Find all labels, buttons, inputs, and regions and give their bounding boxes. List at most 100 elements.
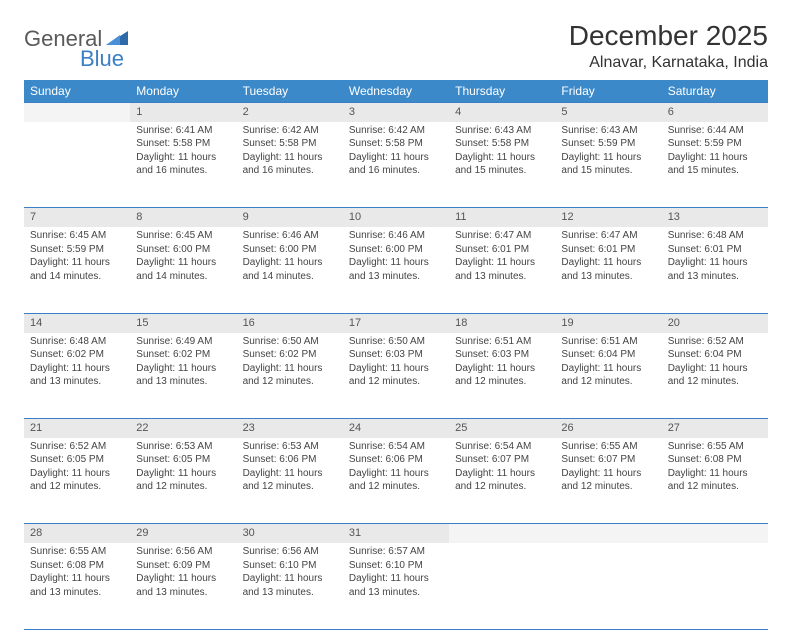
- sunrise-text: Sunrise: 6:43 AM: [561, 124, 655, 138]
- logo-blue-wrap: Blue: [24, 46, 124, 72]
- daynum-cell: 10: [343, 208, 449, 227]
- sunrise-text: Sunrise: 6:55 AM: [30, 545, 124, 559]
- daynum-cell: 18: [449, 313, 555, 332]
- sunset-text: Sunset: 6:02 PM: [136, 348, 230, 362]
- content-row: Sunrise: 6:45 AMSunset: 5:59 PMDaylight:…: [24, 227, 768, 313]
- daynum-cell: 24: [343, 419, 449, 438]
- daynum-row: 123456: [24, 103, 768, 122]
- sunset-text: Sunset: 6:10 PM: [243, 559, 337, 573]
- daylight-text: Daylight: 11 hours and 12 minutes.: [136, 467, 230, 494]
- sunrise-text: Sunrise: 6:48 AM: [668, 229, 762, 243]
- daylight-text: Daylight: 11 hours and 15 minutes.: [455, 151, 549, 178]
- daylight-text: Daylight: 11 hours and 13 minutes.: [668, 256, 762, 283]
- daynum-cell: 1: [130, 103, 236, 122]
- daynum-row: 14151617181920: [24, 313, 768, 332]
- sunset-text: Sunset: 6:04 PM: [668, 348, 762, 362]
- title-block: December 2025 Alnavar, Karnataka, India: [569, 20, 768, 72]
- daylight-text: Daylight: 11 hours and 14 minutes.: [30, 256, 124, 283]
- daylight-text: Daylight: 11 hours and 14 minutes.: [136, 256, 230, 283]
- daynum-cell: 21: [24, 419, 130, 438]
- sunset-text: Sunset: 6:01 PM: [455, 243, 549, 257]
- day-cell: [449, 543, 555, 629]
- sunset-text: Sunset: 5:59 PM: [668, 137, 762, 151]
- day-cell: Sunrise: 6:51 AMSunset: 6:04 PMDaylight:…: [555, 333, 661, 419]
- sunrise-text: Sunrise: 6:50 AM: [349, 335, 443, 349]
- day-cell: Sunrise: 6:45 AMSunset: 6:00 PMDaylight:…: [130, 227, 236, 313]
- day-cell: [555, 543, 661, 629]
- daynum-cell: 29: [130, 524, 236, 543]
- day-cell: Sunrise: 6:52 AMSunset: 6:04 PMDaylight:…: [662, 333, 768, 419]
- daynum-row: 28293031: [24, 524, 768, 543]
- sunset-text: Sunset: 6:06 PM: [349, 453, 443, 467]
- content-row: Sunrise: 6:41 AMSunset: 5:58 PMDaylight:…: [24, 122, 768, 208]
- sunset-text: Sunset: 6:08 PM: [668, 453, 762, 467]
- sunrise-text: Sunrise: 6:55 AM: [668, 440, 762, 454]
- daynum-cell: [24, 103, 130, 122]
- day-cell: Sunrise: 6:47 AMSunset: 6:01 PMDaylight:…: [449, 227, 555, 313]
- day-cell: Sunrise: 6:48 AMSunset: 6:01 PMDaylight:…: [662, 227, 768, 313]
- sunrise-text: Sunrise: 6:55 AM: [561, 440, 655, 454]
- daynum-cell: 20: [662, 313, 768, 332]
- daynum-cell: 5: [555, 103, 661, 122]
- daylight-text: Daylight: 11 hours and 13 minutes.: [136, 572, 230, 599]
- daynum-cell: 17: [343, 313, 449, 332]
- day-cell: Sunrise: 6:57 AMSunset: 6:10 PMDaylight:…: [343, 543, 449, 629]
- daynum-cell: [662, 524, 768, 543]
- weekday-header-row: Sunday Monday Tuesday Wednesday Thursday…: [24, 80, 768, 103]
- daynum-cell: 23: [237, 419, 343, 438]
- day-cell: Sunrise: 6:55 AMSunset: 6:08 PMDaylight:…: [24, 543, 130, 629]
- month-title: December 2025: [569, 20, 768, 52]
- sunset-text: Sunset: 6:01 PM: [561, 243, 655, 257]
- sunset-text: Sunset: 6:02 PM: [30, 348, 124, 362]
- day-cell: Sunrise: 6:53 AMSunset: 6:06 PMDaylight:…: [237, 438, 343, 524]
- weekday-header: Wednesday: [343, 80, 449, 103]
- sunrise-text: Sunrise: 6:56 AM: [136, 545, 230, 559]
- daynum-cell: 4: [449, 103, 555, 122]
- sunrise-text: Sunrise: 6:53 AM: [136, 440, 230, 454]
- day-cell: Sunrise: 6:53 AMSunset: 6:05 PMDaylight:…: [130, 438, 236, 524]
- day-cell: Sunrise: 6:54 AMSunset: 6:06 PMDaylight:…: [343, 438, 449, 524]
- daynum-cell: 3: [343, 103, 449, 122]
- day-cell: Sunrise: 6:51 AMSunset: 6:03 PMDaylight:…: [449, 333, 555, 419]
- sunrise-text: Sunrise: 6:42 AM: [349, 124, 443, 138]
- daylight-text: Daylight: 11 hours and 13 minutes.: [349, 256, 443, 283]
- sunrise-text: Sunrise: 6:54 AM: [455, 440, 549, 454]
- daylight-text: Daylight: 11 hours and 15 minutes.: [561, 151, 655, 178]
- daynum-cell: 31: [343, 524, 449, 543]
- day-cell: Sunrise: 6:42 AMSunset: 5:58 PMDaylight:…: [237, 122, 343, 208]
- day-cell: Sunrise: 6:41 AMSunset: 5:58 PMDaylight:…: [130, 122, 236, 208]
- sunset-text: Sunset: 5:59 PM: [30, 243, 124, 257]
- sunset-text: Sunset: 5:58 PM: [349, 137, 443, 151]
- day-cell: Sunrise: 6:46 AMSunset: 6:00 PMDaylight:…: [343, 227, 449, 313]
- sunrise-text: Sunrise: 6:43 AM: [455, 124, 549, 138]
- sunrise-text: Sunrise: 6:45 AM: [136, 229, 230, 243]
- header: General December 2025 Alnavar, Karnataka…: [24, 20, 768, 72]
- daynum-cell: 28: [24, 524, 130, 543]
- sunrise-text: Sunrise: 6:51 AM: [455, 335, 549, 349]
- day-cell: Sunrise: 6:47 AMSunset: 6:01 PMDaylight:…: [555, 227, 661, 313]
- calendar-table: Sunday Monday Tuesday Wednesday Thursday…: [24, 80, 768, 630]
- daylight-text: Daylight: 11 hours and 13 minutes.: [136, 362, 230, 389]
- sunset-text: Sunset: 6:07 PM: [455, 453, 549, 467]
- sunset-text: Sunset: 6:09 PM: [136, 559, 230, 573]
- day-cell: Sunrise: 6:45 AMSunset: 5:59 PMDaylight:…: [24, 227, 130, 313]
- sunrise-text: Sunrise: 6:47 AM: [561, 229, 655, 243]
- weekday-header: Sunday: [24, 80, 130, 103]
- daynum-cell: 25: [449, 419, 555, 438]
- daylight-text: Daylight: 11 hours and 14 minutes.: [243, 256, 337, 283]
- day-cell: Sunrise: 6:43 AMSunset: 5:58 PMDaylight:…: [449, 122, 555, 208]
- daylight-text: Daylight: 11 hours and 13 minutes.: [30, 362, 124, 389]
- weekday-header: Tuesday: [237, 80, 343, 103]
- logo-blue: Blue: [80, 46, 124, 71]
- sunset-text: Sunset: 5:58 PM: [243, 137, 337, 151]
- sunset-text: Sunset: 6:08 PM: [30, 559, 124, 573]
- day-cell: Sunrise: 6:52 AMSunset: 6:05 PMDaylight:…: [24, 438, 130, 524]
- weekday-header: Monday: [130, 80, 236, 103]
- daylight-text: Daylight: 11 hours and 15 minutes.: [668, 151, 762, 178]
- sunrise-text: Sunrise: 6:51 AM: [561, 335, 655, 349]
- daynum-cell: 7: [24, 208, 130, 227]
- weekday-header: Thursday: [449, 80, 555, 103]
- sunset-text: Sunset: 6:00 PM: [136, 243, 230, 257]
- sunset-text: Sunset: 6:02 PM: [243, 348, 337, 362]
- daylight-text: Daylight: 11 hours and 16 minutes.: [136, 151, 230, 178]
